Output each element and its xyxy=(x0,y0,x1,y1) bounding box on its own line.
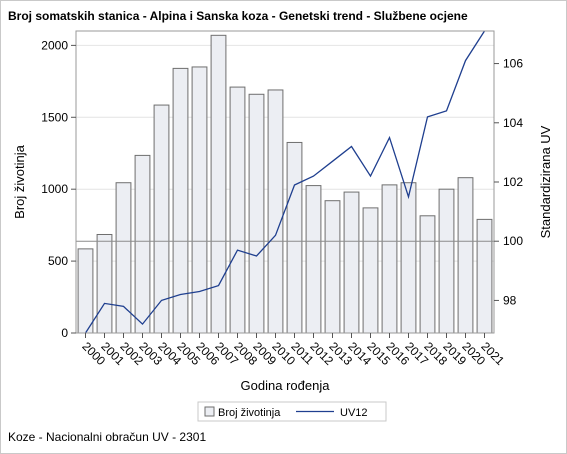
x-axis-ticks: 2000200120022003200420052006200720082009… xyxy=(79,333,507,368)
chart-title: Broj somatskih stanica - Alpina i Sanska… xyxy=(8,9,468,23)
bar xyxy=(400,182,417,334)
right-tick-label: 106 xyxy=(503,57,523,71)
x-axis-label: Godina rođenja xyxy=(241,378,331,393)
bar xyxy=(191,66,208,334)
footnote: Koze - Nacionalni obračun UV - 2301 xyxy=(8,430,207,444)
bar xyxy=(77,248,94,334)
legend-bar-label: Broj životinja xyxy=(218,407,281,419)
bar xyxy=(96,233,113,334)
right-axis-ticks: 98 100 102 104 106 xyxy=(494,57,523,307)
uv12-line xyxy=(84,30,486,334)
bar xyxy=(343,191,360,334)
legend: Broj životinja UV12 xyxy=(197,401,387,422)
bar-series xyxy=(77,34,493,334)
bar xyxy=(210,34,227,334)
bar xyxy=(438,188,455,334)
left-tick-label: 500 xyxy=(48,254,68,268)
bar xyxy=(362,207,379,334)
y-axis-left-label: Broj životinja xyxy=(12,144,27,218)
bar xyxy=(248,93,265,334)
right-tick-label: 98 xyxy=(503,293,517,307)
legend-bar-swatch xyxy=(204,406,215,417)
legend-box xyxy=(197,401,387,422)
left-tick-label: 2000 xyxy=(41,38,68,52)
left-tick-label: 1500 xyxy=(41,110,68,124)
bar xyxy=(381,184,398,334)
bar xyxy=(134,154,151,334)
bar xyxy=(305,185,322,334)
legend-line-label: UV12 xyxy=(340,407,368,419)
line-series xyxy=(84,30,486,334)
left-axis-ticks: 0 500 1000 1500 2000 xyxy=(41,38,76,340)
bar xyxy=(476,218,493,334)
bar xyxy=(229,86,246,334)
right-tick-label: 102 xyxy=(503,175,523,189)
left-tick-label: 0 xyxy=(61,326,68,340)
right-tick-label: 100 xyxy=(503,234,523,248)
y-axis-right-label: Standardizirana UV xyxy=(538,125,553,238)
bar xyxy=(324,200,341,334)
bar xyxy=(286,141,303,334)
bar xyxy=(457,177,474,334)
bar xyxy=(419,215,436,334)
right-tick-label: 104 xyxy=(503,116,523,130)
left-tick-label: 1000 xyxy=(41,182,68,196)
bar xyxy=(267,89,284,334)
